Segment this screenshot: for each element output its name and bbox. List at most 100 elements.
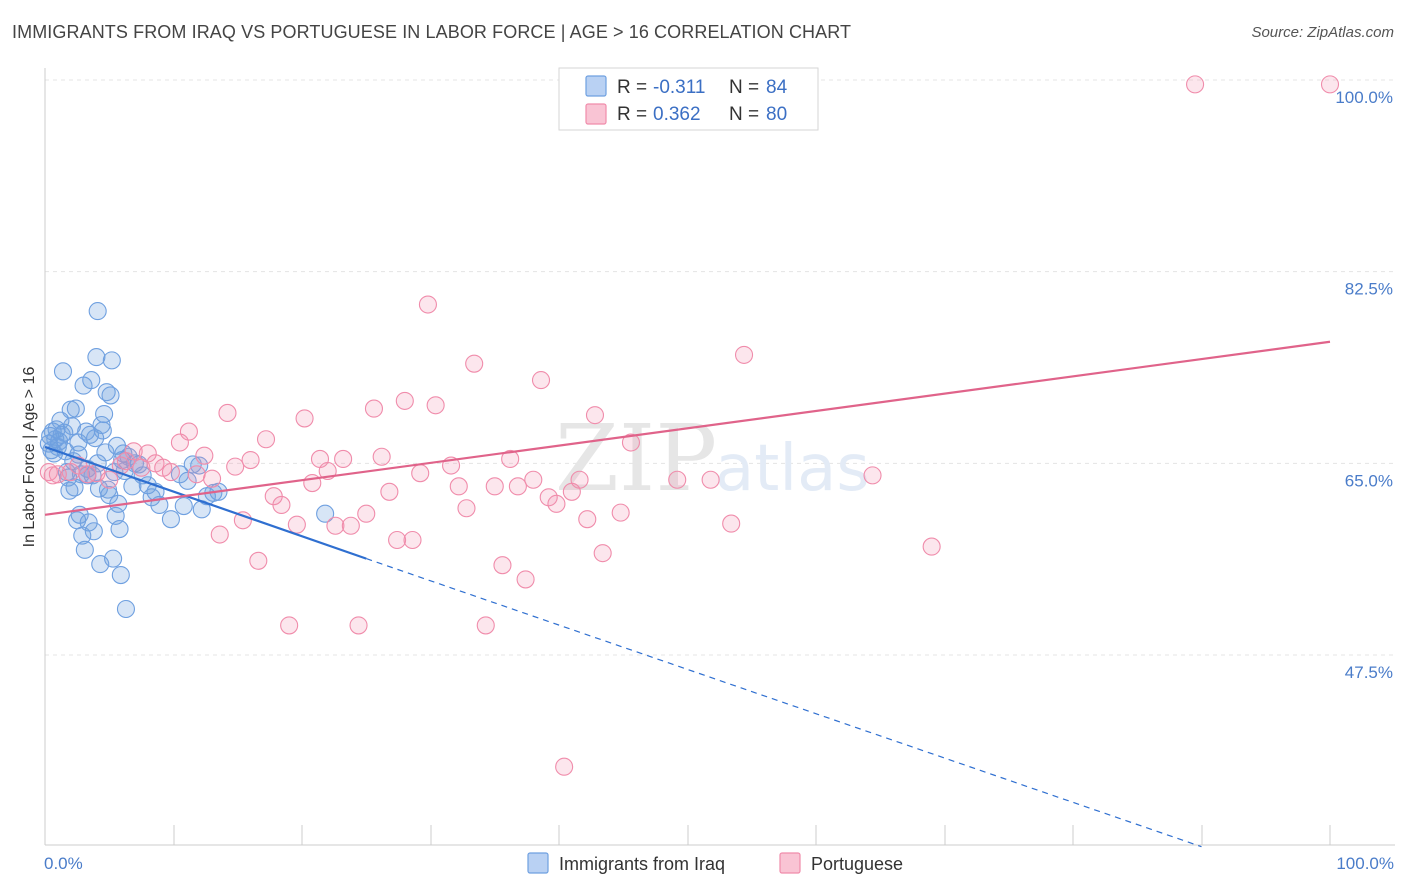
iraq-point-31	[79, 513, 98, 532]
iraq-point-82	[316, 504, 335, 523]
iraq-point-56	[111, 565, 130, 585]
x-tick-label-right: 100.0%	[1336, 854, 1394, 873]
portuguese-point-27	[256, 430, 276, 449]
portuguese-point-72	[668, 470, 687, 489]
grid-lines	[45, 79, 1395, 656]
iraq-point-43	[95, 404, 114, 424]
iraq-point-73	[178, 471, 197, 490]
legend-r-value-iraq: -0.311	[653, 77, 705, 98]
portuguese-point-64	[555, 757, 574, 776]
iraq-point-48	[101, 386, 120, 405]
portuguese-point-46	[403, 530, 422, 550]
y-tick-label-2: 65.0%	[1345, 471, 1393, 490]
portuguese-point-5	[78, 465, 97, 484]
watermark-zip: ZIP	[555, 405, 717, 512]
iraq-point-41	[92, 415, 111, 435]
portuguese-point-69	[593, 544, 612, 563]
legend-n-value-portuguese: 80	[766, 104, 787, 125]
legend-swatch-iraq	[585, 75, 607, 97]
portuguese-point-29	[272, 495, 291, 515]
portuguese-point-17	[179, 422, 198, 441]
legend-r-label-iraq: R =	[617, 77, 647, 98]
portuguese-point-75	[734, 345, 754, 364]
watermark: ZIP atlas	[555, 405, 870, 512]
series-legend: Immigrants from Iraq Portuguese	[527, 852, 903, 874]
portuguese-point-25	[241, 450, 260, 470]
portuguese-point-41	[364, 399, 384, 418]
portuguese-point-31	[287, 515, 306, 534]
portuguese-point-20	[203, 469, 222, 488]
portuguese-point-57	[501, 449, 520, 469]
trend-lines	[44, 340, 1331, 848]
x-tick-label-left: 0.0%	[44, 854, 83, 873]
portuguese-point-32	[295, 409, 314, 428]
iraq-point-55	[110, 519, 129, 539]
portuguese-point-10	[124, 442, 143, 461]
iraq-point-20	[65, 478, 84, 497]
iraq-point-16	[60, 481, 79, 500]
iraq-point-36	[86, 429, 105, 448]
legend-n-label-iraq: N =	[729, 77, 759, 98]
legend-swatch-portuguese	[585, 103, 607, 125]
portuguese-point-79	[1320, 75, 1340, 94]
portuguese-point-48	[418, 295, 437, 314]
portuguese-point-37	[334, 449, 353, 469]
y-axis-label: In Labor Force | Age > 16	[21, 367, 38, 548]
portuguese-point-23	[226, 457, 245, 476]
portuguese-point-55	[485, 477, 504, 496]
portuguese-point-39	[349, 616, 368, 635]
portuguese-point-18	[187, 465, 206, 484]
portuguese-point-70	[611, 503, 630, 522]
portuguese-point-66	[570, 470, 589, 489]
portuguese-point-49	[426, 396, 445, 415]
portuguese-point-40	[357, 504, 376, 523]
iraq-point-35	[84, 522, 103, 541]
portuguese-point-60	[524, 470, 543, 489]
iraq-point-53	[107, 436, 127, 455]
portuguese-point-22	[218, 403, 237, 423]
portuguese-trend-line	[44, 340, 1331, 516]
portuguese-point-26	[249, 551, 268, 570]
portuguese-point-62	[539, 488, 558, 507]
stats-legend: R = -0.311 N = 84 R = 0.362 N = 80	[558, 67, 819, 131]
iraq-point-12	[55, 423, 74, 442]
iraq-point-11	[53, 362, 73, 381]
portuguese-point-43	[380, 482, 399, 501]
iraq-point-38	[88, 302, 107, 321]
portuguese-point-15	[161, 463, 180, 482]
series-legend-swatch-iraq	[527, 852, 549, 874]
iraq-point-70	[161, 510, 180, 529]
portuguese-point-36	[326, 516, 345, 535]
iraq-point-28	[75, 540, 94, 559]
iraq-point-46	[98, 480, 118, 499]
x-tick-labels: 0.0% 100.0%	[44, 854, 1394, 873]
series-legend-label-iraq: Immigrants from Iraq	[559, 854, 725, 874]
portuguese-point-76	[863, 466, 882, 485]
source-label: Source: ZipAtlas.com	[1251, 24, 1394, 41]
iraq-point-37	[87, 348, 106, 367]
series-legend-label-portuguese: Portuguese	[811, 854, 903, 874]
portuguese-point-71	[621, 433, 641, 452]
portuguese-point-44	[388, 530, 407, 550]
portuguese-point-67	[578, 510, 597, 529]
portuguese-point-56	[493, 556, 512, 575]
portuguese-point-47	[411, 464, 430, 483]
portuguese-point-63	[547, 494, 566, 513]
iraq-point-21	[66, 399, 85, 418]
portuguese-point-59	[516, 570, 535, 589]
portuguese-point-53	[465, 354, 484, 373]
iraq-point-50	[104, 549, 123, 568]
portuguese-point-7	[100, 470, 119, 489]
y-tick-labels: 100.0% 82.5% 65.0% 47.5%	[1335, 88, 1393, 682]
portuguese-point-52	[457, 499, 476, 518]
portuguese-point-78	[1186, 75, 1205, 94]
legend-r-label-portuguese: R =	[617, 104, 647, 125]
legend-n-label-portuguese: N =	[729, 104, 759, 125]
portuguese-point-54	[476, 616, 495, 635]
portuguese-point-51	[449, 477, 468, 496]
portuguese-point-68	[585, 406, 605, 425]
portuguese-point-38	[341, 516, 360, 535]
portuguese-point-58	[508, 477, 527, 496]
portuguese-point-42	[372, 447, 391, 466]
portuguese-point-77	[922, 537, 941, 556]
